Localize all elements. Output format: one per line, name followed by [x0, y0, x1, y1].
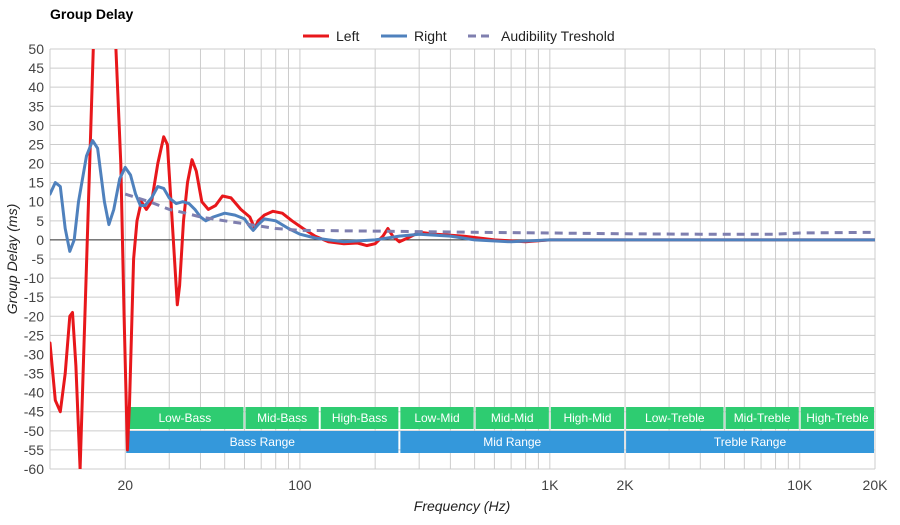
- y-tick-label: 10: [28, 194, 44, 210]
- y-tick-label: -5: [32, 251, 45, 267]
- y-axis-ticks: 50454035302520151050-5-10-15-20-25-30-35…: [24, 41, 44, 477]
- y-tick-label: 25: [28, 136, 44, 152]
- legend-label-left: Left: [336, 28, 359, 44]
- band-high-treble: [800, 407, 874, 429]
- band-label-high-bass: High-Bass: [332, 411, 387, 425]
- series-line-right: [50, 139, 875, 253]
- band-mid-mid: [475, 407, 549, 429]
- band-low-treble: [626, 407, 724, 429]
- y-tick-label: -30: [24, 346, 44, 362]
- y-tick-label: 0: [36, 232, 44, 248]
- band-mid-treble: [725, 407, 799, 429]
- y-tick-label: -35: [24, 366, 44, 382]
- band-label-low-mid: Low-Mid: [414, 411, 459, 425]
- band-mid-range: [400, 431, 625, 453]
- y-tick-label: -15: [24, 289, 44, 305]
- band-bass-range: [126, 431, 399, 453]
- y-tick-label: 30: [28, 117, 44, 133]
- band-label-mid-bass: Mid-Bass: [257, 411, 307, 425]
- band-high-mid: [550, 407, 625, 429]
- y-tick-label: 35: [28, 98, 44, 114]
- band-label-mid-mid: Mid-Mid: [491, 411, 534, 425]
- x-tick-label: 20: [117, 477, 133, 493]
- legend-label-audibility-treshold: Audibility Treshold: [501, 28, 615, 44]
- series-group: [50, 49, 875, 469]
- legend-label-right: Right: [414, 28, 447, 44]
- range-bands: Low-Bass Mid-Bass High-Bass Low-Mid Mid-Mid H…: [126, 407, 874, 453]
- band-label-mid-treble: Mid-Treble: [734, 411, 791, 425]
- legend: Left Right Audibility Treshold: [303, 28, 615, 44]
- y-tick-label: -50: [24, 423, 44, 439]
- y-tick-label: 20: [28, 156, 44, 172]
- x-axis-label: Frequency (Hz): [414, 498, 510, 514]
- x-axis-ticks: 20 100 1K 2K 10K 20K: [117, 477, 888, 493]
- chart-title: Group Delay: [50, 6, 133, 22]
- band-low-mid: [400, 407, 474, 429]
- x-tick-label: 20K: [863, 477, 889, 493]
- band-label-high-mid: High-Mid: [563, 411, 611, 425]
- band-label-treble-range: Treble Range: [714, 435, 787, 449]
- x-tick-label: 10K: [787, 477, 813, 493]
- band-low-bass: [126, 407, 244, 429]
- y-tick-label: 45: [28, 60, 44, 76]
- band-label-low-treble: Low-Treble: [645, 411, 705, 425]
- y-tick-label: -45: [24, 404, 44, 420]
- y-tick-label: -10: [24, 270, 44, 286]
- band-high-bass: [320, 407, 399, 429]
- x-tick-label: 1K: [541, 477, 559, 493]
- series-line-left: [50, 49, 875, 469]
- y-tick-label: -60: [24, 461, 44, 477]
- y-tick-label: 40: [28, 79, 44, 95]
- y-tick-label: -20: [24, 308, 44, 324]
- x-tick-label: 2K: [617, 477, 635, 493]
- y-tick-label: -25: [24, 327, 44, 343]
- y-tick-label: -40: [24, 385, 44, 401]
- band-label-low-bass: Low-Bass: [159, 411, 212, 425]
- y-tick-label: 15: [28, 175, 44, 191]
- y-tick-label: -55: [24, 442, 44, 458]
- band-label-mid-range: Mid Range: [483, 435, 541, 449]
- y-axis-label: Group Delay (ms): [4, 204, 20, 314]
- y-tick-label: 50: [28, 41, 44, 57]
- band-label-bass-range: Bass Range: [230, 435, 296, 449]
- band-label-high-treble: High-Treble: [806, 411, 869, 425]
- y-tick-label: 5: [36, 213, 44, 229]
- band-treble-range: [626, 431, 874, 453]
- series-line-audibility-treshold: [124, 192, 875, 236]
- band-mid-bass: [245, 407, 319, 429]
- x-tick-label: 100: [288, 477, 312, 493]
